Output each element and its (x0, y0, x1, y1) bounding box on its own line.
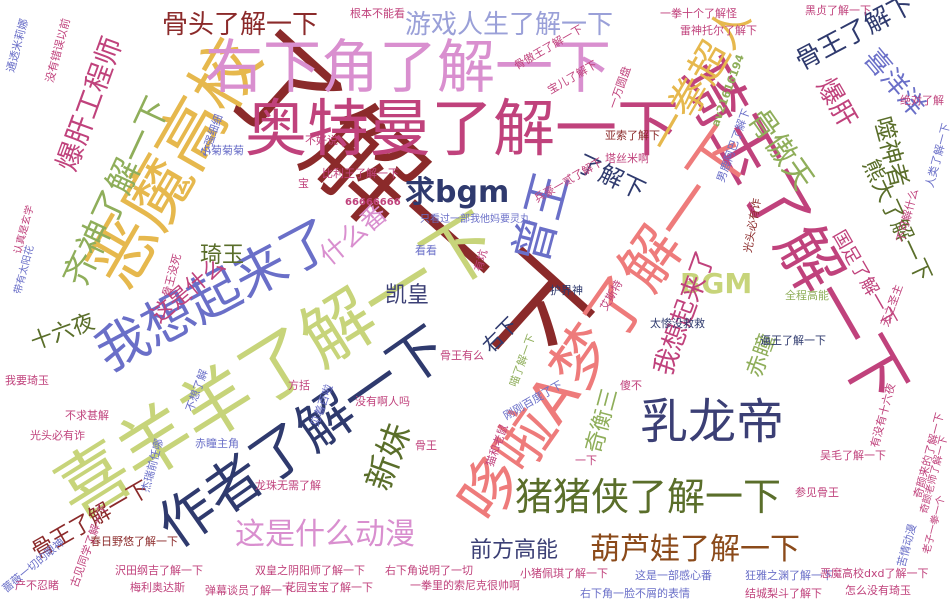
word: 琦玉 (200, 243, 245, 268)
word: 狂雅之渊了解一下 (745, 569, 833, 582)
word: 恶魔高校dxd了解一下 (820, 567, 929, 580)
word: 春日野悠了解一下 (90, 535, 178, 548)
word: 怎么没有琦玉 (845, 584, 911, 597)
word: 方括 (288, 379, 310, 392)
word: 奥特曼了解一下 (245, 92, 680, 165)
word: 龙珠无需了解 (255, 479, 321, 492)
word: 前方高能 (470, 538, 559, 563)
word: 参见骨王 (795, 486, 839, 499)
word: 骨王有么 (440, 349, 484, 362)
word: 小菊菊菊 (200, 144, 244, 157)
word: 亚索了解下 (605, 129, 660, 142)
word: 结城梨斗了解下 (745, 587, 822, 600)
word: 只看过一部我他妈要灵丸 (420, 214, 530, 225)
word: 骨头了解一下 (162, 10, 319, 40)
word: 骨王 (415, 439, 437, 452)
word: 右下角了解一下 (205, 33, 612, 101)
word: 我要琦玉 (5, 374, 49, 387)
word: BGM (680, 267, 753, 300)
word: 绝对了解 (900, 94, 944, 107)
word: 护界神 (550, 284, 583, 297)
word: 凯皇 (385, 283, 430, 308)
word: 苦情动漫 (895, 522, 919, 569)
word: 人类了解一下 (923, 121, 950, 190)
word: 没有错误以前 (43, 16, 73, 85)
word: 傻不 (620, 379, 642, 392)
word: 这是什么动漫 (235, 517, 415, 552)
word: 喜洋洋 (857, 43, 931, 123)
word: 比利王了解一下 (322, 167, 399, 180)
word: 小猪佩琪了解一下 (520, 567, 608, 580)
word: 猪猪侠了解一下 (515, 475, 782, 519)
word: 一拳里的索尼克很帅啊 (410, 579, 520, 592)
word: 雷神托尔了解下 (680, 24, 757, 37)
word: 葫芦娃了解一下 (590, 532, 800, 567)
word: 爆肝 (810, 72, 863, 134)
word: 双皇之阴阳师了解一下 (255, 564, 365, 577)
word: 塔丝米啊 (605, 152, 649, 165)
word: 弹幕谈员了解一下 (205, 584, 293, 597)
word: 66666666 (345, 197, 401, 208)
word: 吴毛了解一下 (820, 449, 886, 462)
word: 新妹 (358, 418, 420, 496)
word: 全程高能 (785, 289, 829, 302)
word: 这是一部感心番 (635, 569, 712, 582)
word: 看看 (415, 244, 437, 257)
word: 不求甚解 (65, 409, 109, 422)
word: 太惨没救救 (650, 317, 705, 330)
word: 十六夜 (27, 309, 99, 356)
word: 游戏人生了解一下 (405, 10, 614, 40)
word: 不好说 (305, 134, 338, 147)
word: 乳龙帝 (640, 394, 785, 450)
word: 梅利奥达斯 (130, 581, 185, 594)
word: 没有啊人吗 (355, 395, 410, 408)
word: 通透米莉娜 (4, 17, 31, 74)
word: 求bgm (405, 175, 510, 210)
word: 赤瞳主角 (195, 437, 239, 450)
word: 右下角一脸不屑的表情 (580, 587, 690, 600)
word: 光头必有诈 (30, 429, 85, 442)
word: 宝 (298, 177, 309, 190)
word: 一拳十个了解怪 (660, 7, 737, 20)
word: 产不忍睹 (15, 579, 59, 592)
word: 根本不能看 (350, 7, 405, 20)
word: 沢田纲吉了解一下 (115, 564, 203, 577)
word: 花园宝宝了解一下 (285, 581, 373, 594)
word: 一下 (575, 454, 597, 467)
word: 黑贞了解一下 (805, 4, 871, 17)
word: 右下角说明了一切 (385, 564, 473, 577)
word: 逼王了解一下 (760, 334, 826, 347)
